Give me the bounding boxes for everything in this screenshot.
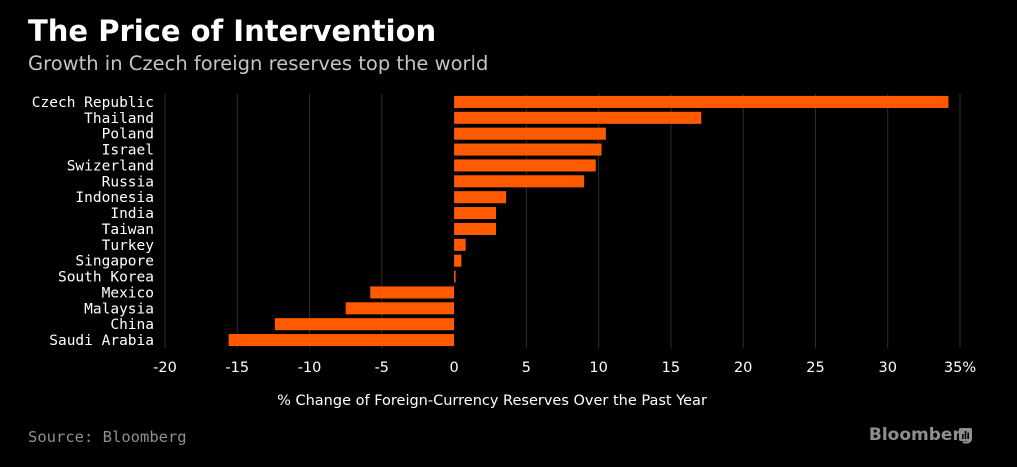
- bar: [454, 175, 585, 188]
- bar: [454, 254, 462, 267]
- bar: [454, 143, 602, 156]
- bar: [454, 222, 497, 235]
- bar: [228, 334, 455, 347]
- bar: [274, 318, 455, 331]
- x-tick-label: -20: [153, 360, 177, 376]
- bloomberg-terminal-icon: [959, 428, 972, 441]
- category-label: Saudi Arabia: [49, 333, 154, 349]
- x-tick-label: -10: [298, 360, 322, 376]
- bar-chart: -20 -15 -10 -5 0 5 10 15 20 25 30 35% Czech Republic…: [32, 94, 976, 409]
- bar: [454, 238, 466, 251]
- bar: [454, 111, 702, 124]
- chart-subtitle: Growth in Czech foreign reserves top the…: [28, 52, 489, 75]
- x-tick-label: 25: [806, 360, 824, 376]
- bar: [454, 127, 606, 140]
- category-label: Singapore: [75, 254, 154, 270]
- bar: [454, 95, 949, 108]
- category-label: Malaysia: [84, 301, 154, 317]
- x-tick-label: 35%: [944, 360, 976, 376]
- category-label: Russia: [102, 174, 154, 190]
- x-tick-label: -15: [225, 360, 249, 376]
- category-label: China: [110, 317, 154, 333]
- category-label: Taiwan: [102, 222, 154, 238]
- category-label: South Korea: [58, 270, 154, 286]
- category-label: Indonesia: [75, 190, 154, 206]
- bar: [370, 286, 455, 299]
- category-label: Czech Republic: [32, 95, 154, 111]
- category-label: India: [110, 206, 154, 222]
- x-tick-label: 0: [449, 360, 458, 376]
- x-tick-label: 30: [879, 360, 897, 376]
- x-tick-label: 10: [589, 360, 607, 376]
- bar: [454, 207, 497, 220]
- bar: [454, 270, 456, 283]
- x-tick-label: 20: [734, 360, 752, 376]
- bar: [454, 159, 596, 172]
- bar: [345, 302, 455, 315]
- bar: [454, 191, 507, 204]
- category-label: Swizerland: [67, 158, 154, 174]
- x-tick-label: 15: [662, 360, 680, 376]
- category-label: Israel: [102, 143, 154, 159]
- x-axis-title: % Change of Foreign-Currency Reserves Ov…: [277, 393, 707, 409]
- category-label: Poland: [102, 127, 154, 143]
- category-label: Mexico: [102, 285, 154, 301]
- chart-title: The Price of Intervention: [28, 14, 437, 48]
- category-label: Turkey: [102, 238, 155, 254]
- category-label: Thailand: [84, 111, 154, 127]
- source-note: Source: Bloomberg: [28, 428, 187, 446]
- x-tick-label: -5: [375, 360, 389, 376]
- brand-logo: Bloomberg: [868, 425, 973, 445]
- x-tick-label: 5: [522, 360, 531, 376]
